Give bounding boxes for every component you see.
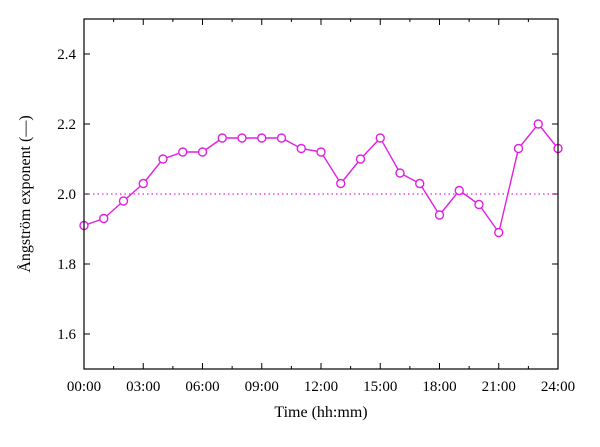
- data-point: [395, 168, 405, 178]
- y-tick-label: 1.8: [57, 257, 76, 273]
- x-tick-label: 21:00: [482, 379, 516, 395]
- y-axis-title: Ångström exponent (—): [16, 115, 34, 272]
- x-tick-label: 15:00: [363, 379, 397, 395]
- y-tick-label: 2.0: [57, 187, 76, 203]
- x-axis-title: Time (hh:mm): [274, 404, 367, 421]
- data-point: [276, 133, 287, 143]
- data-point: [138, 178, 148, 189]
- y-tick-label: 2.4: [57, 47, 76, 63]
- data-point: [118, 196, 129, 206]
- data-point: [257, 133, 267, 143]
- x-axis: 00:00 03:00 06:00 09:00 12:00 15:00 18:00 21:00…: [67, 19, 575, 395]
- data-point: [178, 147, 188, 157]
- x-tick-label: 12:00: [304, 379, 338, 395]
- y-tick-label: 2.2: [57, 117, 76, 133]
- x-tick-label: 09:00: [245, 379, 279, 395]
- data-point: [454, 185, 464, 196]
- y-axis: 1.6 1.8 2.0 2.2 2.4: [57, 47, 558, 343]
- data-point: [533, 119, 543, 129]
- plot-area: [79, 119, 563, 238]
- data-point: [513, 143, 524, 154]
- data-point: [237, 133, 247, 143]
- data-point: [355, 154, 366, 164]
- x-tick-label: 18:00: [422, 379, 456, 395]
- data-point: [217, 133, 227, 143]
- data-point: [375, 133, 385, 143]
- data-point: [336, 178, 346, 189]
- data-point: [316, 147, 326, 157]
- series-line: [83, 122, 559, 235]
- data-point: [474, 199, 484, 210]
- x-tick-label: 03:00: [126, 379, 160, 395]
- data-point: [434, 210, 445, 220]
- data-point: [99, 213, 109, 224]
- data-point: [494, 227, 504, 238]
- data-point: [296, 143, 306, 154]
- data-point: [158, 154, 168, 164]
- x-tick-label: 06:00: [185, 379, 219, 395]
- data-point: [415, 178, 425, 189]
- x-tick-label: 24:00: [541, 379, 575, 395]
- y-tick-label: 1.6: [57, 327, 76, 343]
- x-tick-label: 00:00: [67, 379, 101, 395]
- data-point: [197, 147, 208, 157]
- plot-frame: [83, 18, 559, 370]
